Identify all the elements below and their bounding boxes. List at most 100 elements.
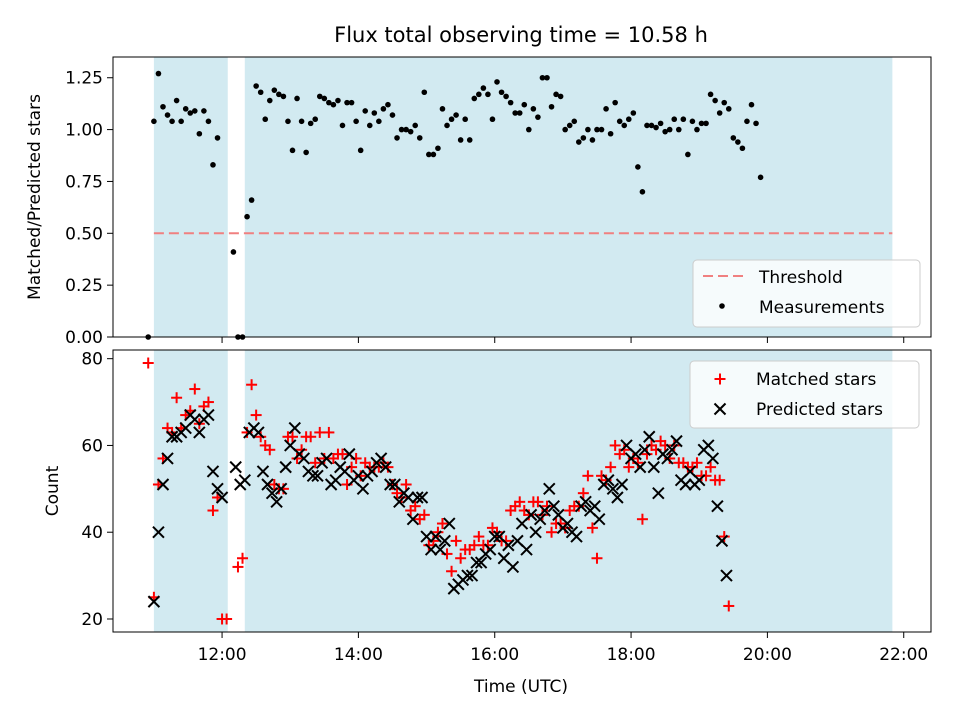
measurement-point — [248, 197, 255, 203]
matched-star-point — [546, 526, 558, 538]
cross-bar-b — [420, 530, 433, 543]
cross-bar-b — [343, 447, 356, 461]
measurement-point — [426, 151, 432, 158]
cross-bar-b — [702, 439, 715, 452]
measurement-point — [253, 83, 259, 89]
measurement-point — [421, 89, 428, 96]
cross-bar-b — [715, 534, 729, 548]
measurement-point — [289, 147, 296, 154]
matched-star-point — [291, 452, 303, 464]
measurement-point — [371, 110, 378, 116]
measurement-point — [735, 139, 741, 145]
measurement-point — [430, 151, 437, 158]
predicted-star-point — [661, 452, 674, 465]
measurement-point — [262, 116, 269, 123]
matched-star-point — [641, 448, 653, 460]
measurement-point — [362, 108, 369, 114]
top-y-tick-label: 0.25 — [65, 276, 103, 296]
predicted-star-point — [215, 491, 229, 504]
measurement-point — [689, 118, 696, 125]
measurement-point — [576, 139, 582, 145]
measurement-point — [453, 112, 459, 118]
measurement-point — [748, 101, 755, 108]
predicted-star-point — [393, 495, 406, 509]
cross-bar-b — [379, 460, 392, 474]
measurement-point — [182, 106, 189, 112]
cross-bar-b — [433, 543, 447, 556]
measurement-point — [594, 126, 600, 133]
cross-bar-b — [693, 473, 706, 487]
chart-title: Flux total observing time = 10.58 h — [334, 23, 708, 47]
measurement-point — [653, 124, 659, 131]
cross-bar-b — [652, 486, 665, 500]
cross-bar-b — [720, 569, 733, 582]
cross-bar-b — [274, 482, 288, 496]
top-y-tick-label: 1.25 — [65, 69, 103, 89]
matched-star-point — [305, 431, 317, 443]
bottom-y-tick-label: 40 — [81, 523, 103, 543]
bottom-x-ticks: 12:00 14:00 16:00 18:00 20:00 22:00 — [198, 632, 928, 665]
cross-bar-b — [588, 499, 601, 513]
predicted-star-point — [638, 443, 651, 456]
predicted-star-point — [161, 452, 174, 465]
cross-bar-b — [352, 469, 365, 483]
bottom-x-tick-label: 12:00 — [198, 645, 247, 665]
predicted-star-point — [188, 413, 202, 426]
cross-bar-b — [488, 530, 501, 543]
cross-bar-b — [615, 478, 629, 491]
measurement-point — [280, 93, 287, 100]
measurement-point — [210, 162, 216, 168]
predicted-star-point — [256, 465, 270, 478]
measurement-point — [339, 122, 346, 129]
measurement-point — [403, 126, 409, 133]
cross-bar-b — [670, 434, 683, 448]
bottom-y-tick-label: 20 — [81, 610, 103, 630]
cross-bar-b — [415, 491, 429, 504]
predicted-star-point — [384, 478, 397, 491]
predicted-star-point — [652, 486, 665, 500]
cross-bar-b — [393, 495, 406, 509]
measurement-point — [498, 89, 505, 96]
cross-bar-b — [206, 465, 220, 478]
measurement-point — [439, 106, 446, 112]
top-panel: 0.00 0.25 0.50 0.75 1.00 1.25 Matched/Predict… — [25, 56, 932, 348]
legend-measurements-label: Measurements — [759, 298, 885, 318]
measurement-point — [562, 126, 568, 133]
measurement-point — [725, 106, 732, 112]
cross-bar-b — [620, 439, 633, 452]
predicted-star-point — [279, 460, 292, 474]
predicted-star-point — [502, 539, 515, 552]
matched-star-point — [296, 444, 308, 456]
measurement-point — [151, 118, 157, 125]
measurement-point — [607, 130, 614, 137]
cross-bar-b — [547, 499, 561, 513]
predicted-star-point — [238, 473, 251, 487]
cross-bar-b — [502, 539, 515, 552]
measurement-point — [666, 126, 673, 133]
measurement-point — [489, 116, 496, 123]
predicted-star-point — [606, 482, 620, 496]
top-y-tick-label: 0.00 — [65, 328, 103, 348]
measurement-point — [457, 137, 464, 143]
matched-star-point — [264, 444, 276, 456]
cross-bar-b — [256, 465, 270, 478]
cross-bar-b — [529, 526, 542, 539]
cross-bar-b — [706, 452, 720, 465]
measurement-point — [557, 93, 564, 100]
top-y-axis-label: Matched/Predicted stars — [25, 94, 45, 300]
cross-bar-b — [461, 569, 474, 582]
measurement-point — [344, 99, 350, 106]
bottom-x-tick-label: 18:00 — [607, 645, 656, 665]
measurement-point — [385, 101, 391, 108]
matched-star-point — [309, 457, 321, 469]
cross-bar-b — [602, 473, 615, 487]
measurement-point — [192, 108, 198, 114]
predicted-star-point — [193, 426, 206, 439]
measurement-point — [535, 114, 541, 120]
matched-star-point — [609, 439, 621, 451]
bottom-x-tick-label: 20:00 — [743, 645, 792, 665]
predicted-star-point — [588, 499, 601, 513]
measurement-point — [285, 118, 291, 125]
matched-star-point — [586, 522, 598, 534]
